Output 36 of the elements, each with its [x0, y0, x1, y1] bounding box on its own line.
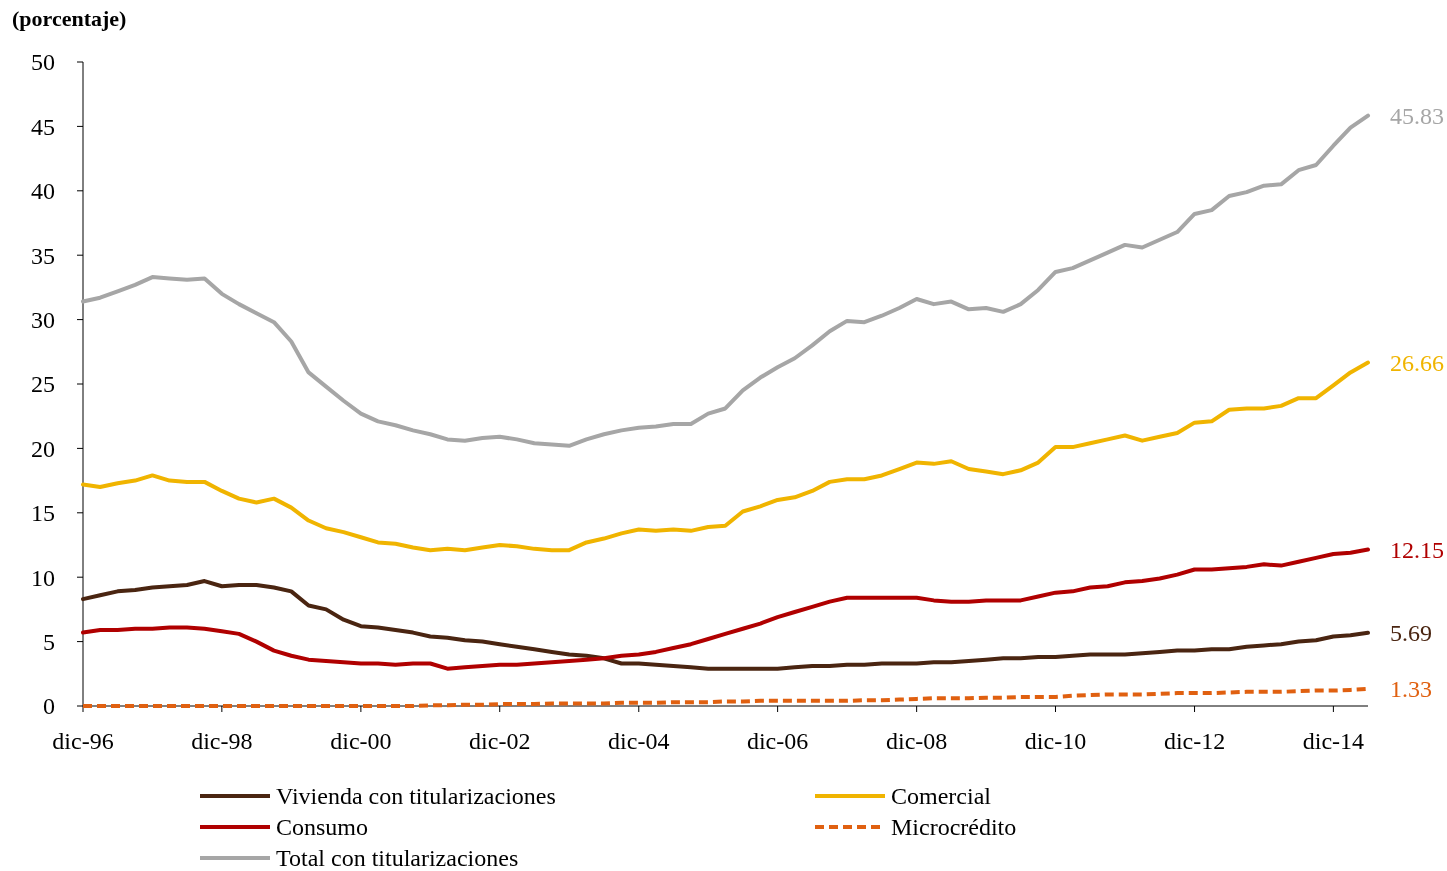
- legend-label: Total con titularizaciones: [276, 845, 519, 871]
- legend-label: Comercial: [891, 783, 992, 810]
- y-tick-label: 50: [31, 49, 55, 76]
- y-tick-label: 10: [31, 564, 55, 591]
- line-series: [81, 579, 1370, 671]
- y-axis-title: (porcentaje): [12, 6, 127, 31]
- x-tick-label: dic-14: [1302, 728, 1365, 754]
- y-tick-label: 40: [31, 178, 55, 205]
- x-tick-label: dic-04: [608, 728, 670, 754]
- x-tick-label: dic-98: [191, 728, 253, 754]
- y-tick-label: 0: [43, 693, 55, 720]
- data-label: 26.66: [1390, 349, 1444, 376]
- data-label: 5.69: [1390, 619, 1432, 646]
- y-tick-label: 5: [43, 629, 55, 655]
- x-tick-label: dic-96: [52, 728, 114, 754]
- line-series: [81, 113, 1370, 448]
- data-label: 1.33: [1390, 675, 1432, 702]
- x-tick-label: dic-08: [886, 728, 948, 754]
- x-tick-label: dic-06: [746, 728, 809, 754]
- y-tick-label: 15: [31, 500, 55, 527]
- line-series: [81, 547, 1370, 671]
- y-tick-label: 45: [31, 113, 55, 140]
- x-tick-label: dic-02: [469, 728, 531, 754]
- data-label: 12.15: [1390, 536, 1444, 563]
- x-tick-label: dic-12: [1163, 728, 1226, 754]
- line-series: [81, 360, 1370, 553]
- data-label: 45.83: [1390, 102, 1444, 129]
- x-tick-label: dic-10: [1024, 728, 1087, 754]
- x-tick-label: dic-00: [330, 728, 392, 754]
- y-tick-label: 30: [31, 307, 55, 333]
- legend-label: Microcrédito: [891, 814, 1017, 841]
- y-tick-label: 35: [31, 242, 55, 269]
- legend-label: Consumo: [276, 814, 369, 841]
- y-tick-label: 20: [31, 435, 55, 462]
- legend-label: Vivienda con titularizaciones: [276, 783, 556, 810]
- y-tick-label: 25: [31, 371, 55, 398]
